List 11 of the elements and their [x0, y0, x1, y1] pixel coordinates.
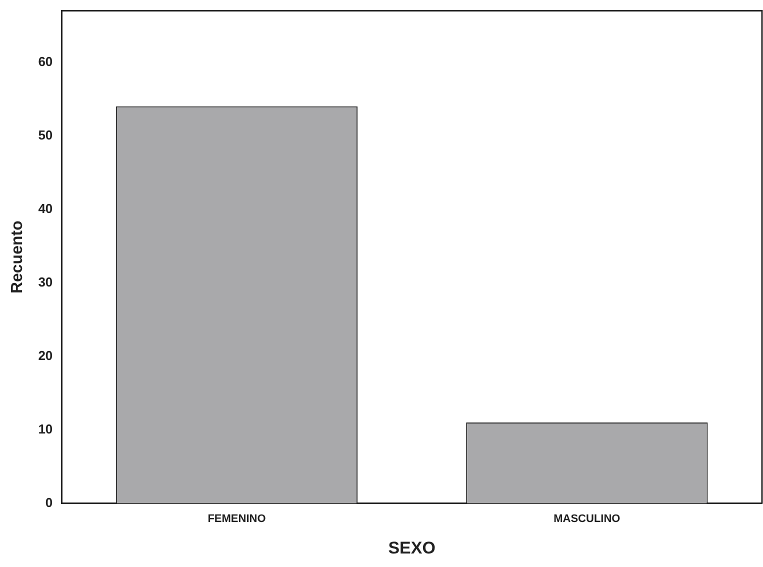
x-axis-title: SEXO — [388, 538, 436, 558]
y-tick-label: 10 — [38, 421, 53, 436]
x-tick-label: MASCULINO — [554, 513, 621, 526]
y-tick-label: 60 — [38, 54, 53, 69]
y-tick-label: 20 — [38, 348, 53, 363]
y-tick-label: 40 — [38, 200, 53, 216]
y-tick-label: 50 — [38, 127, 53, 142]
x-tick-label: FEMENINO — [208, 513, 266, 526]
y-tick-label: 0 — [45, 494, 53, 510]
y-tick-label: 30 — [38, 274, 53, 290]
y-axis-title: Recuento — [9, 220, 26, 294]
